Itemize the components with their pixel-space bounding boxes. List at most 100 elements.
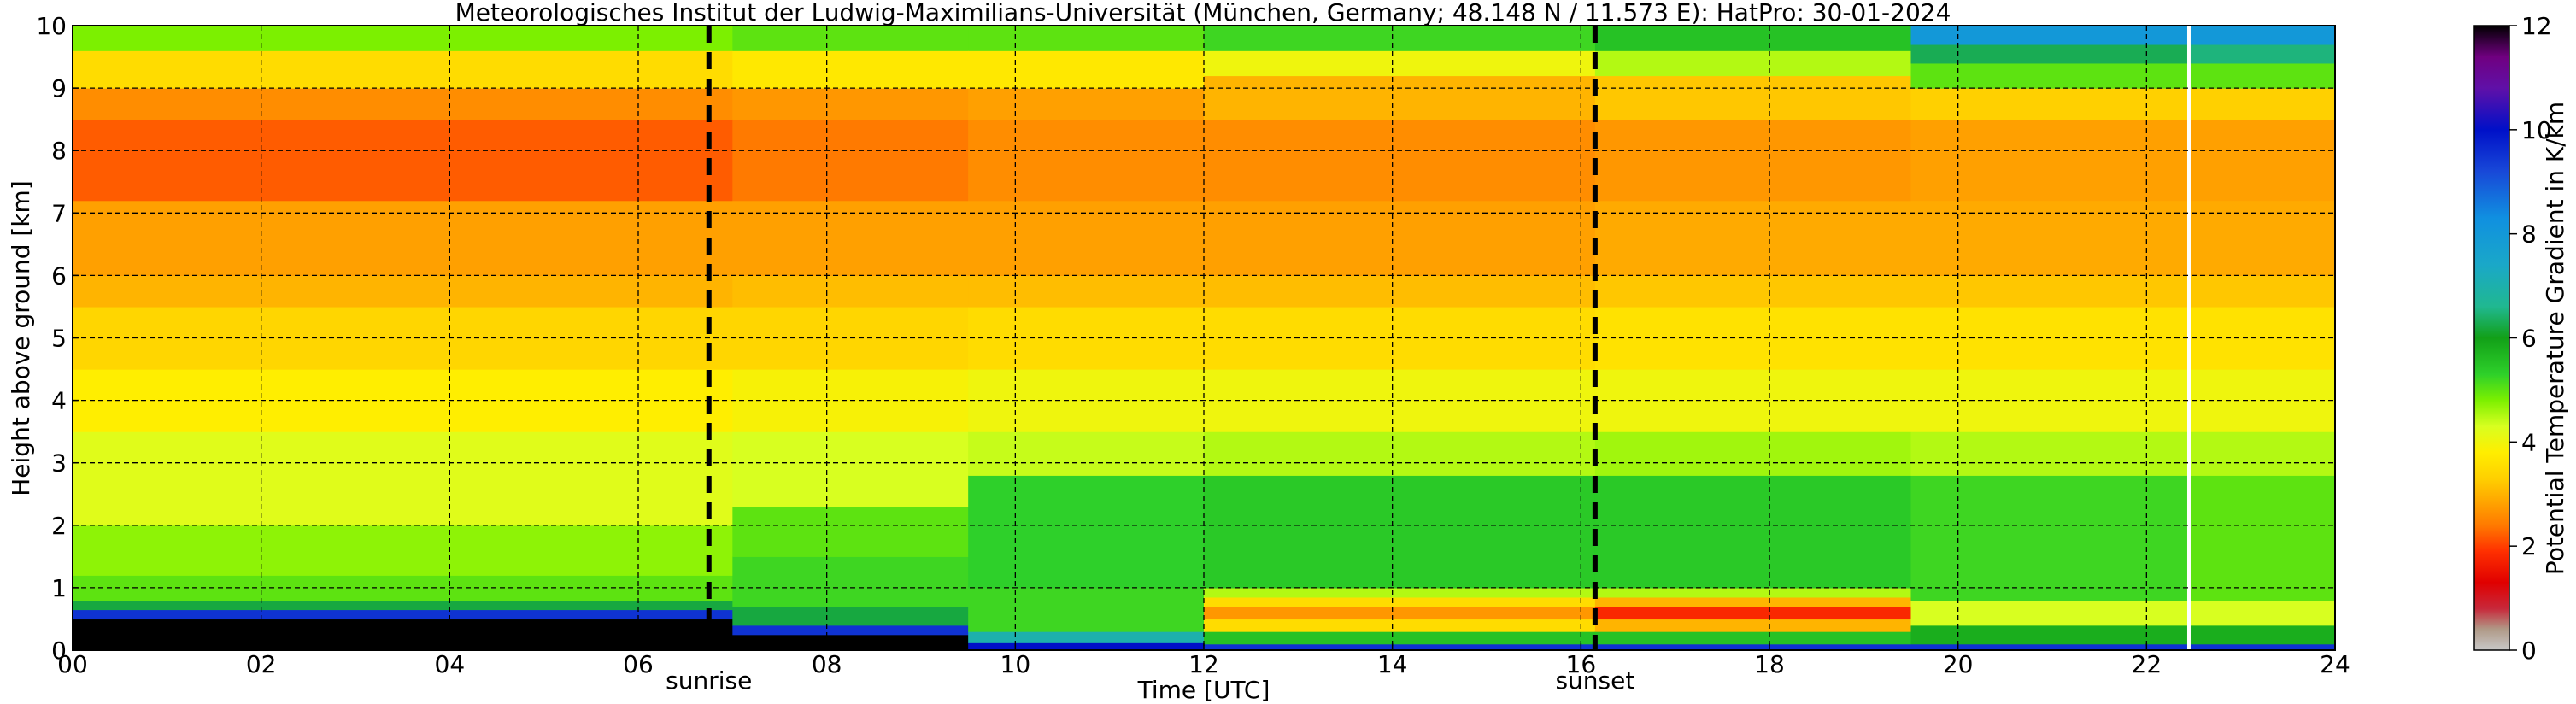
colorbar-tick-label: 8	[2521, 220, 2537, 249]
heatmap-cell	[732, 50, 969, 89]
y-tick-label: 8	[51, 137, 67, 165]
heatmap-cell	[73, 431, 733, 526]
missing-data-gap	[2186, 26, 2191, 650]
heatmap-cell	[1910, 44, 2190, 64]
heatmap-cell	[2188, 275, 2336, 308]
heatmap-cell	[2188, 44, 2336, 64]
heatmap-cell	[1594, 306, 1912, 370]
heatmap-cell	[1204, 75, 1596, 120]
heatmap-cell	[968, 26, 1205, 51]
heatmap-cell	[968, 88, 1205, 120]
heatmap-cell	[1204, 431, 1596, 476]
heatmap-cell	[1910, 600, 2190, 626]
x-tick-label: 24	[2320, 650, 2350, 678]
heatmap-cell	[1204, 475, 1596, 589]
heatmap-cell	[2188, 475, 2336, 601]
heatmap-cell	[1910, 119, 2190, 202]
colorbar-label: Potential Temperature Gradient in K/km	[2541, 102, 2569, 575]
x-tick-label: 22	[2132, 650, 2162, 678]
heatmap-cell	[968, 631, 1205, 643]
heatmap-cell	[968, 642, 1205, 651]
heatmap-cell	[1910, 275, 2190, 308]
heatmap-cell	[968, 200, 1205, 276]
heatmap-cell	[1594, 587, 1912, 598]
x-tick-label: 06	[623, 650, 654, 678]
heatmap-cell	[1204, 587, 1596, 598]
heatmap-cell	[732, 26, 969, 51]
heatmap-cell	[732, 506, 969, 557]
heatmap-cell	[1910, 200, 2190, 276]
heatmap-cell	[73, 200, 733, 276]
heatmap-cell	[1910, 62, 2190, 89]
heatmap-cell	[732, 431, 969, 507]
y-tick-label: 1	[51, 574, 67, 602]
heatmap-cell	[2188, 88, 2336, 120]
y-tick-label: 6	[51, 261, 67, 290]
gridlines	[73, 26, 2335, 650]
heatmap-cell	[732, 634, 969, 651]
y-tick-label: 3	[51, 449, 67, 478]
heatmap-cell	[73, 525, 733, 576]
heatmap-cell	[732, 88, 969, 120]
heatmap-cell	[1594, 643, 1912, 651]
heatmap-cell	[1594, 596, 1912, 607]
heatmap-cell	[1204, 119, 1596, 202]
heatmap-cell	[73, 119, 733, 202]
heatmap-cell	[1204, 619, 1596, 632]
heatmap-cell	[1204, 606, 1596, 620]
heatmap-cell	[2188, 62, 2336, 89]
x-axis-ticks: 00 02 04 06 08 10 12 14 16 18 20 22 24	[57, 643, 2350, 678]
heatmap-cell	[2188, 431, 2336, 476]
sunset-label: sunset	[1555, 666, 1634, 695]
y-tick-label: 10	[36, 12, 67, 40]
y-tick-label: 4	[51, 387, 67, 415]
heatmap-cell	[73, 600, 733, 611]
x-axis-label: Time [UTC]	[1137, 676, 1270, 704]
y-tick-label: 5	[51, 325, 67, 353]
x-tick-label: 20	[1943, 650, 1974, 678]
heatmap-cell	[1594, 431, 1912, 476]
x-tick-label: 10	[1000, 650, 1031, 678]
heatmap-cell	[1594, 475, 1912, 589]
x-tick-label: 08	[812, 650, 842, 678]
x-tick-label: 12	[1188, 650, 1219, 678]
heatmap-cell	[1204, 596, 1596, 607]
heatmap-cell	[73, 88, 733, 120]
heatmap-cell	[2188, 625, 2336, 645]
heatmap-cell	[1594, 26, 1912, 51]
heatmap-cell	[2188, 600, 2336, 626]
heatmap-cell	[1910, 475, 2190, 601]
heatmap-cell	[1594, 619, 1912, 632]
heatmap-cell	[1594, 275, 1912, 308]
heatmap-cell	[1204, 26, 1596, 51]
x-tick-label: 18	[1754, 650, 1785, 678]
colorbar-tick-label: 0	[2521, 637, 2537, 665]
colorbar-tick-label: 10	[2521, 116, 2552, 144]
heatmap-cell	[1594, 50, 1912, 77]
heatmap-cell	[2188, 119, 2336, 202]
y-tick-label: 0	[51, 637, 67, 665]
heatmap-cell	[732, 606, 969, 626]
heatmap-cell	[1594, 75, 1912, 120]
heatmap-cell	[1594, 631, 1912, 645]
heatmap-cell	[73, 50, 733, 89]
heatmap-cell	[732, 200, 969, 276]
chart-title: Meteorologisches Institut der Ludwig-Max…	[455, 0, 1951, 26]
heatmap-cell	[1594, 200, 1912, 276]
heatmap-cell	[73, 26, 733, 51]
heatmap-cell	[1204, 275, 1596, 308]
heatmap-cell	[1910, 625, 2190, 645]
colorbar-tick-label: 12	[2521, 12, 2552, 40]
colorbar-ramp	[2473, 25, 2510, 651]
heatmap-cell	[732, 625, 969, 636]
heatmap-cell	[1594, 119, 1912, 202]
colorbar-ticks: 0 2 4 6 8 10 12	[2509, 12, 2552, 665]
heatmap-cell	[732, 275, 969, 308]
heatmap-cell	[1204, 200, 1596, 276]
y-tick-label: 9	[51, 74, 67, 103]
heatmap-cell	[1910, 643, 2190, 651]
annotations: sunrise sunset	[666, 666, 1634, 695]
heatmap-cell	[2188, 643, 2336, 651]
heatmap-cell	[1204, 631, 1596, 645]
